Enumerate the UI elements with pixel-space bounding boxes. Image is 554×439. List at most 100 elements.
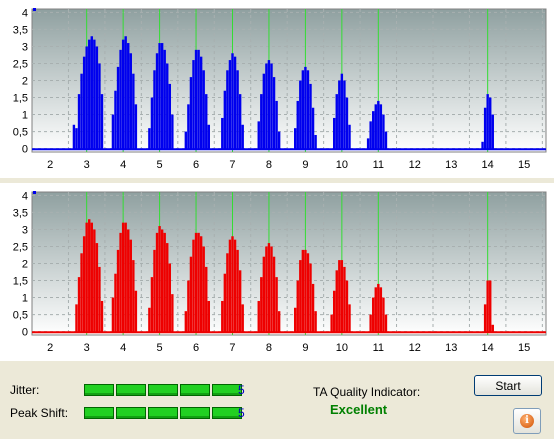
bar bbox=[85, 222, 88, 332]
x-tick-label: 13 bbox=[445, 342, 457, 354]
jitter-value: 5 bbox=[238, 383, 245, 397]
bar bbox=[223, 90, 227, 149]
bar bbox=[155, 53, 159, 149]
bar bbox=[158, 43, 161, 149]
bar bbox=[95, 46, 99, 149]
x-tick-label: 2 bbox=[47, 342, 53, 354]
peak-shift-meter bbox=[84, 407, 242, 419]
x-tick-label: 15 bbox=[518, 159, 530, 171]
bar bbox=[226, 70, 229, 149]
bar bbox=[293, 128, 297, 149]
bar bbox=[272, 256, 276, 332]
bar bbox=[311, 107, 315, 149]
bar bbox=[153, 70, 156, 149]
bar bbox=[95, 243, 99, 332]
bar bbox=[296, 280, 299, 332]
bar bbox=[301, 70, 305, 149]
y-tick-label: 0 bbox=[22, 144, 28, 156]
bar bbox=[194, 232, 198, 332]
bar bbox=[98, 63, 101, 149]
bar bbox=[340, 260, 344, 332]
jitter-meter-segment bbox=[180, 384, 210, 396]
bar bbox=[241, 304, 244, 332]
bar bbox=[80, 253, 83, 332]
bar bbox=[267, 243, 271, 332]
bar bbox=[231, 53, 234, 149]
bar bbox=[335, 94, 338, 149]
bar bbox=[148, 307, 151, 332]
bar bbox=[134, 290, 138, 332]
bar bbox=[260, 94, 263, 149]
bar bbox=[299, 260, 302, 332]
bar bbox=[100, 94, 104, 149]
bar bbox=[343, 266, 346, 332]
bar bbox=[296, 100, 299, 149]
bar bbox=[260, 277, 263, 332]
bar bbox=[277, 311, 281, 332]
bar bbox=[233, 56, 237, 149]
bar bbox=[160, 43, 164, 149]
bar bbox=[340, 73, 344, 149]
bar bbox=[481, 141, 484, 149]
bar bbox=[155, 232, 159, 332]
x-tick-label: 10 bbox=[336, 342, 348, 354]
bar bbox=[486, 94, 489, 149]
x-tick-label: 14 bbox=[482, 342, 494, 354]
bar bbox=[238, 270, 242, 332]
peak-shift-label: Peak Shift: bbox=[10, 406, 69, 420]
corner-marker bbox=[33, 191, 36, 194]
bar bbox=[267, 60, 271, 149]
bar bbox=[306, 70, 310, 149]
bar bbox=[119, 232, 122, 332]
bar bbox=[489, 280, 492, 332]
top-chart-panel: 0 0,5 1 1,5 2 2,5 3 3,5 4 2 3 4 5 6 7 8 9 10 11 12 13 14 15 bbox=[0, 0, 554, 178]
bar bbox=[262, 73, 266, 149]
y-tick-label: 1 bbox=[22, 293, 28, 305]
bar bbox=[189, 256, 193, 332]
bar bbox=[93, 229, 96, 332]
bar bbox=[88, 219, 91, 332]
ta-quality-label: TA Quality Indicator: bbox=[313, 385, 421, 399]
bar bbox=[314, 134, 317, 149]
x-tick-label: 15 bbox=[518, 342, 530, 354]
bar bbox=[343, 80, 346, 149]
peak-shift-meter-segment bbox=[116, 407, 146, 419]
bar bbox=[277, 131, 281, 149]
bar bbox=[272, 77, 276, 149]
bar bbox=[223, 273, 227, 332]
bar bbox=[168, 83, 171, 149]
bar bbox=[293, 307, 297, 332]
bar bbox=[148, 128, 151, 149]
bar bbox=[132, 73, 135, 149]
bar bbox=[202, 70, 205, 149]
bar bbox=[90, 222, 93, 332]
bar bbox=[491, 324, 494, 332]
bar bbox=[153, 249, 156, 332]
bar bbox=[231, 236, 234, 332]
bar bbox=[116, 249, 120, 332]
bar bbox=[241, 124, 244, 149]
bar bbox=[306, 253, 310, 332]
x-tick-label: 13 bbox=[445, 159, 457, 171]
bar bbox=[233, 239, 237, 332]
y-tick-label: 2 bbox=[22, 259, 28, 271]
start-button[interactable]: Start bbox=[474, 375, 542, 396]
bar bbox=[129, 53, 132, 149]
bar bbox=[369, 121, 372, 149]
bar bbox=[374, 287, 377, 332]
bar bbox=[114, 273, 117, 332]
y-tick-label: 4 bbox=[22, 7, 28, 19]
bar bbox=[124, 222, 127, 332]
bar bbox=[301, 249, 305, 332]
x-tick-label: 5 bbox=[157, 342, 163, 354]
bar bbox=[238, 94, 242, 149]
bar bbox=[338, 260, 341, 332]
bar bbox=[348, 124, 351, 149]
info-button[interactable]: i bbox=[513, 408, 541, 434]
bar bbox=[236, 70, 239, 149]
bar bbox=[163, 49, 166, 149]
bar bbox=[275, 100, 278, 149]
bar bbox=[85, 46, 88, 149]
bar bbox=[275, 277, 278, 332]
bar bbox=[483, 304, 487, 332]
